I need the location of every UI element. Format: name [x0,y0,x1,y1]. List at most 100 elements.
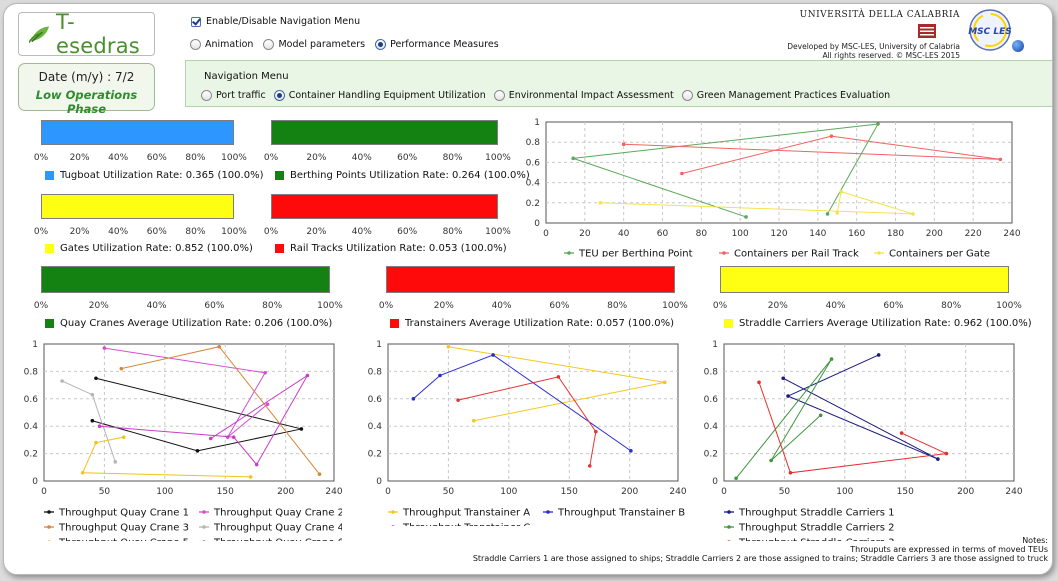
y-tick-label: 0.2 [704,450,718,460]
percent-tick-label: 0% [33,301,49,311]
data-point [680,171,684,176]
nav-green-management[interactable]: Green Management Practices Evaluation [681,90,890,101]
x-tick-label: 0 [385,487,391,497]
legend-label: Throughput Transtainer A [402,508,530,519]
percent-tick-label: 20% [306,227,327,237]
percent-tick-label: 100% [485,227,511,237]
y-tick-label: 0.2 [24,450,38,460]
nav-options: Port traffic Container Handling Equipmen… [201,90,890,101]
y-tick-label: 0.2 [526,199,540,209]
y-tick-label: 0.6 [526,158,541,168]
transtainers-utilization-bar [386,266,675,293]
percent-tick-label: 100% [662,301,688,311]
percent-tick-label: 80% [262,301,283,311]
legend-label: Throughput Quay Crane 3 [58,523,189,534]
legend-label: Rail Tracks Utilization Rate: 0.053 (100… [290,243,507,254]
data-point [94,440,98,445]
x-tick-label: 100 [500,487,517,497]
legend-label: Throughput Transtainer C [402,523,530,527]
gates-utilization-legend: Gates Utilization Rate: 0.852 (100.0%) [45,243,253,254]
legend-marker [202,540,206,541]
data-point [629,449,633,453]
enable-nav-checkbox[interactable]: Enable/Disable Navigation Menu [191,16,360,27]
straddle-utilization-bar [720,266,1009,293]
series-line [573,123,879,218]
legend-marker [202,510,206,514]
x-tick-label: 240 [1005,487,1022,497]
straddle-utilization-legend: Straddle Carriers Average Utilization Ra… [724,318,1032,329]
data-point [998,157,1003,162]
radio-animation[interactable]: Animation [190,39,253,50]
notes: Notes: Throuputs are expressed in terms … [473,536,1048,563]
percent-tick-label: 20% [433,301,454,311]
data-point [317,472,322,476]
transtainers-percent-axis: 0% 20% 40% 60% 80% 100% [379,301,688,313]
quay-crane-chart: 0 50 100 150 200 240 0 0.2 0.4 0.6 0.8 1 Throughput … [24,340,342,541]
legend-marker [727,510,731,514]
credits-line-1: Developed by MSC-LES, University of Cala… [787,42,960,51]
percent-tick-label: 0% [712,301,728,311]
y-tick-label: 1 [534,118,540,128]
legend-label: Throughput Quay Crane 1 [58,508,189,519]
gates-percent-axis: 0% 20% 40% 60% 80% 100% [34,227,247,239]
x-tick-label: 240 [669,487,686,497]
msc-les-logo-icon: MSC LES [968,9,1012,51]
legend-marker [47,540,51,541]
radio-model-parameters[interactable]: Model parameters [263,39,365,50]
percent-tick-label: 100% [221,227,247,237]
data-point [102,346,107,350]
data-point [818,413,823,418]
radio-selected-icon[interactable] [273,90,285,101]
percent-tick-label: 20% [767,301,788,311]
percent-tick-label: 0% [263,227,279,237]
plot-area [43,343,335,482]
transtainer-chart: 0 50 100 150 200 240 0 0.2 0.4 0.6 0.8 1 Throughput … [368,340,686,527]
radio-icon[interactable] [681,90,693,101]
radio-icon[interactable] [190,39,201,50]
leaf-icon [29,26,50,43]
legend-marker [727,525,731,529]
data-point [121,435,126,439]
radio-icon[interactable] [201,90,212,101]
percent-tick-label: 100% [221,153,247,163]
series-line [81,436,251,478]
nav-port-traffic[interactable]: Port traffic [201,90,266,101]
percent-tick-label: 0% [263,153,279,163]
legend-label: Throughput Straddle Carriers 3 [738,538,895,542]
radio-selected-icon[interactable] [375,39,387,50]
data-point [305,373,310,378]
data-point [80,470,85,475]
x-tick-label: 100 [156,487,173,497]
legend-swatch [275,244,284,253]
data-point [195,449,200,453]
data-point [90,418,95,423]
percent-tick-label: 60% [549,301,570,311]
legend-label: Throughput Transtainer B [557,508,685,519]
data-point [263,370,267,375]
data-point [254,462,259,467]
legend-swatch [45,244,54,253]
x-tick-label: 60 [657,229,669,239]
series-line [92,377,302,452]
x-tick-label: 0 [41,487,47,497]
radio-icon[interactable] [493,90,505,101]
nav-container-handling[interactable]: Container Handling Equipment Utilization [273,90,486,101]
radio-icon[interactable] [263,39,275,50]
checkbox-checked-icon[interactable] [191,16,201,27]
berthing-utilization-legend: Berthing Points Utilization Rate: 0.264 … [275,170,530,181]
radio-performance-measures[interactable]: Performance Measures [375,39,499,50]
app-logo: T-esedras [18,10,155,58]
navigation-menu: Navigation Menu Port traffic Container H… [185,60,1052,107]
y-tick-label: 0.8 [704,367,719,377]
y-tick-label: 0.4 [526,179,541,189]
x-tick-label: 200 [926,229,943,239]
percent-tick-label: 80% [442,227,463,237]
data-point [217,344,222,349]
x-tick-label: 40 [618,229,630,239]
x-tick-label: 150 [897,487,914,497]
transtainers-utilization-legend: Transtainers Average Utilization Rate: 0… [390,318,674,329]
x-tick-label: 150 [217,487,234,497]
nav-environmental-impact[interactable]: Environmental Impact Assessment [493,90,674,101]
data-point [788,470,793,475]
percent-tick-label: 40% [108,153,129,163]
